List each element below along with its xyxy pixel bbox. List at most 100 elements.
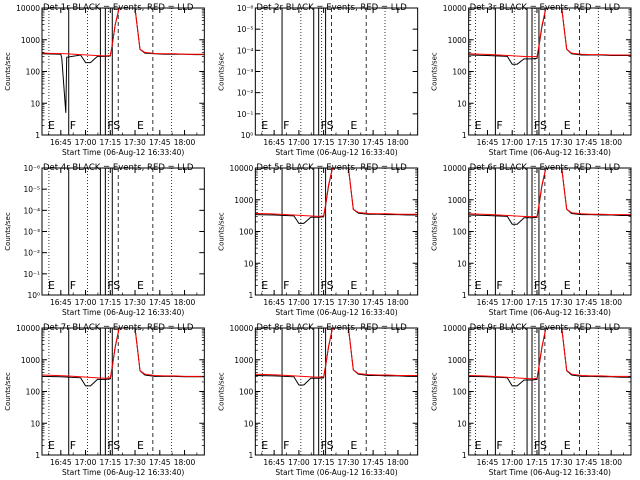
y-tick-label: 10⁻⁶ [23,164,40,173]
y-tick-label: 1000 [234,196,253,205]
panel-title: Det 8r BLACK = Events, RED = LLD [256,323,407,333]
event-marker-label: E [261,439,268,452]
event-marker-label: S [540,439,547,452]
x-axis-label: Start Time (06-Aug-12 16:33:40) [489,148,611,157]
event-marker-label: S [113,119,120,132]
event-marker-label: E [475,439,482,452]
series-lld-line [42,8,205,57]
panel-det-8: 1 10 100 1000 10000 16:45 17:00 17:15 17:30 17:45… [217,323,419,477]
x-tick-label: 18:00 [174,298,196,307]
x-tick-label: 17:30 [551,458,573,467]
panel-det-3: 1 10 100 1000 10000 16:45 17:00 17:15 17:30 17:45… [431,3,632,157]
plot-frame [468,167,632,296]
x-tick-label: 17:45 [576,138,598,147]
y-tick-label: 10000 [16,324,40,333]
x-tick-label: 17:45 [362,298,384,307]
y-tick-label: 10 [244,419,254,428]
x-tick-label: 17:00 [75,138,97,147]
plot-frame [254,327,419,456]
y-axis-label: Counts/sec [4,52,12,91]
x-tick-label: 17:45 [576,458,598,467]
event-marker-label: S [113,439,120,452]
x-tick-label: 17:15 [526,298,548,307]
y-tick-label: 100 [452,228,467,237]
panel-title: Det 7r BLACK = Events, RED = LLD [43,323,194,333]
event-marker-label: F [496,119,502,132]
x-tick-label: 17:15 [99,298,121,307]
series-lld-line [42,328,205,379]
x-tick-label: 17:30 [551,138,573,147]
series-lld-line [468,328,631,380]
y-tick-label: 10⁻⁴ [23,206,40,215]
x-tick-label: 16:45 [477,138,499,147]
event-marker-label: F [534,119,540,132]
event-marker-label: E [350,279,357,292]
x-tick-label: 17:15 [99,138,121,147]
event-marker-label: E [564,119,571,132]
y-tick-label: 100 [239,388,254,397]
x-tick-label: 17:00 [501,298,523,307]
y-tick-label: 1 [35,131,40,140]
panel-title: Det 2r BLACK = Events, RED = LLD [256,3,407,13]
event-marker-label: E [475,119,482,132]
x-tick-label: 17:15 [526,138,548,147]
event-marker-label: F [283,119,289,132]
series-lld-line [468,8,631,58]
x-tick-label: 18:00 [387,298,409,307]
x-tick-label: 17:30 [124,298,146,307]
event-marker-label: S [327,439,334,452]
event-marker-label: E [48,119,55,132]
event-marker-label: F [70,439,76,452]
y-tick-label: 10 [457,259,467,268]
plot-frame [468,327,632,456]
plot-frame [254,7,419,136]
x-axis-label: Start Time (06-Aug-12 16:33:40) [275,308,397,317]
y-tick-label: 10 [244,259,254,268]
series-events-line [468,8,631,65]
y-tick-label: 1000 [21,356,40,365]
y-tick-label: 10⁻⁶ [237,4,254,13]
x-tick-label: 16:45 [263,298,285,307]
x-tick-label: 16:45 [263,138,285,147]
panel-title: Det 5r BLACK = Events, RED = LLD [256,163,407,173]
event-marker-label: S [540,279,547,292]
x-tick-label: 17:30 [338,138,360,147]
panel-det-7: 1 10 100 1000 10000 16:45 17:00 17:15 17:30 17:45… [4,323,205,477]
event-marker-label: S [327,279,334,292]
x-tick-label: 18:00 [387,458,409,467]
event-marker-label: E [137,119,144,132]
y-tick-label: 1 [462,131,467,140]
x-tick-label: 17:45 [362,458,384,467]
x-tick-label: 17:00 [501,458,523,467]
x-tick-label: 16:45 [50,298,72,307]
event-marker-label: F [70,279,76,292]
panel-title: Det 3r BLACK = Events, RED = LLD [470,3,621,13]
y-tick-label: 10⁻⁴ [237,46,254,55]
y-tick-label: 100 [452,68,467,77]
y-tick-label: 1 [249,291,254,300]
x-axis-label: Start Time (06-Aug-12 16:33:40) [489,308,611,317]
x-tick-label: 17:15 [526,458,548,467]
event-marker-label: F [496,439,502,452]
event-marker-label: E [137,439,144,452]
y-tick-label: 10⁻² [237,89,254,98]
y-axis-label: Counts/sec [4,212,12,251]
y-tick-label: 10000 [443,4,467,13]
x-tick-label: 17:15 [313,138,335,147]
x-tick-label: 16:45 [477,298,499,307]
event-marker-label: F [534,279,540,292]
y-tick-label: 1000 [448,36,467,45]
y-tick-label: 10⁻³ [237,68,254,77]
x-tick-label: 18:00 [600,458,622,467]
y-tick-label: 100 [452,388,467,397]
series-lld-line [255,328,418,378]
y-tick-label: 10000 [443,324,467,333]
event-marker-label: S [113,279,120,292]
series-lld-line [255,168,418,217]
event-marker-label: F [283,439,289,452]
y-axis-label: Counts/sec [217,212,225,251]
x-tick-label: 18:00 [600,298,622,307]
y-tick-label: 10000 [229,324,253,333]
